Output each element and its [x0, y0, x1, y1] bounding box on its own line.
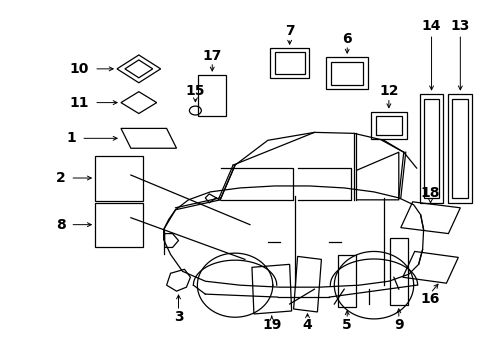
Bar	[325, 57, 367, 89]
Text: 2: 2	[56, 171, 65, 185]
Bar	[389, 238, 407, 305]
Text: 12: 12	[378, 84, 398, 98]
Text: 17: 17	[202, 49, 222, 63]
Text: 18: 18	[420, 186, 439, 200]
Bar	[451, 99, 468, 198]
Text: 13: 13	[450, 19, 469, 33]
Bar	[95, 203, 142, 247]
Text: 15: 15	[185, 84, 204, 98]
Bar	[423, 99, 439, 198]
Bar	[95, 156, 142, 201]
Text: 19: 19	[262, 318, 281, 332]
Bar	[338, 255, 355, 307]
Bar	[419, 94, 443, 203]
Text: 7: 7	[284, 24, 294, 38]
Text: 11: 11	[70, 96, 89, 109]
Text: 5: 5	[342, 318, 351, 332]
Text: 16: 16	[420, 292, 439, 306]
Text: 6: 6	[342, 32, 351, 46]
Text: 8: 8	[56, 218, 65, 231]
Text: 3: 3	[173, 310, 183, 324]
Bar	[331, 62, 362, 85]
Text: 4: 4	[302, 318, 312, 332]
Text: 10: 10	[70, 62, 89, 76]
Bar	[274, 52, 304, 74]
Bar	[269, 48, 309, 78]
Text: 9: 9	[393, 318, 403, 332]
Text: 14: 14	[421, 19, 440, 33]
Bar	[370, 112, 406, 139]
Bar	[375, 116, 401, 135]
Bar	[447, 94, 471, 203]
Text: 1: 1	[66, 131, 76, 145]
Bar	[198, 75, 225, 117]
